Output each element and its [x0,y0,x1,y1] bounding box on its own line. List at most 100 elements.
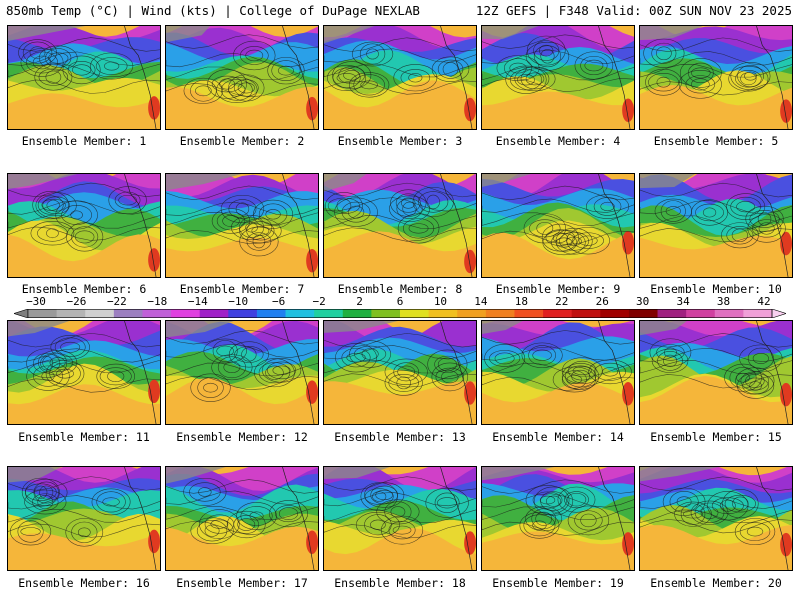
colorbar-segment [85,309,115,318]
colorbar-tick-label: −14 [187,295,208,308]
temperature-field [8,321,160,424]
temperature-field [324,321,476,424]
colorbar-tick-label: 22 [555,295,569,308]
temperature-field [8,174,160,277]
member-label: Ensemble Member: 16 [18,576,150,590]
temperature-field [8,26,160,129]
colorbar-segment [28,309,58,318]
colorbar-segment [514,309,544,318]
temperature-field [482,321,634,424]
member-label: Ensemble Member: 7 [179,282,305,296]
member-map-panel [323,320,477,425]
member-label: Ensemble Member: 19 [492,576,624,590]
temperature-field [166,467,318,570]
colorbar-segment [56,309,86,318]
colorbar-segment [600,309,630,318]
member-map-panel [323,466,477,571]
colorbar-tick-label: 30 [636,295,650,308]
member-map-panel [165,466,319,571]
member-map-panel [639,173,793,278]
colorbar-tick-label: 10 [433,295,448,308]
colorbar-segment [714,309,744,318]
colorbar-left-arrow [14,309,29,318]
temperature-field [482,467,634,570]
colorbar-tick-label: −18 [147,295,168,308]
member-map-panel [481,173,635,278]
colorbar-segment [543,309,573,318]
colorbar-segment [228,309,258,318]
member-label: Ensemble Member: 6 [21,282,147,296]
colorbar-tick-label: −26 [66,295,87,308]
colorbar-segment [628,309,659,318]
member-label: Ensemble Member: 15 [650,430,782,444]
member-map-panel [7,25,161,130]
colorbar-tick-label: −30 [26,295,46,308]
colorbar-right-arrow [771,309,786,318]
temperature-field [8,467,160,570]
colorbar-segment [342,309,372,318]
colorbar-tick-label: −22 [106,295,127,308]
temperature-field [166,174,318,277]
colorbar-segment [113,309,143,318]
member-map-panel [7,466,161,571]
member-map-panel [639,320,793,425]
temperature-field [482,26,634,129]
temperature-field [324,174,476,277]
member-map-panel [7,173,161,278]
colorbar-tick-label: 2 [356,295,363,308]
colorbar-segment [457,309,487,318]
colorbar-tick-label: 6 [396,295,404,308]
member-label: Ensemble Member: 11 [18,430,150,444]
member-label: Ensemble Member: 17 [176,576,308,590]
colorbar-graphic [14,309,786,318]
colorbar-segment [743,309,773,318]
member-map-panel [323,25,477,130]
member-map-panel [481,25,635,130]
colorbar-segment [428,309,458,318]
temperature-field [166,321,318,424]
member-label: Ensemble Member: 5 [653,134,779,148]
colorbar-tick-label: 42 [757,295,771,308]
member-map-panel [165,25,319,130]
member-label: Ensemble Member: 3 [337,134,463,148]
temperature-field [324,467,476,570]
colorbar-tick-label: 34 [676,295,690,308]
temperature-field [166,26,318,129]
member-map-panel [639,466,793,571]
map-title: 850mb Temp (°C) | Wind (kts) | College o… [6,3,420,18]
temperature-field [324,26,476,129]
colorbar-tick-label: 14 [474,295,488,308]
colorbar-segment [314,309,344,318]
temperature-field [640,174,792,277]
member-map-panel [165,173,319,278]
colorbar-segment [171,309,201,318]
colorbar-tick-label: 26 [595,295,609,308]
temperature-field [640,321,792,424]
colorbar-tick-label: −2 [312,295,326,308]
run-info: 12Z GEFS | F348 Valid: 00Z SUN NOV 23 20… [475,3,792,18]
colorbar-segment [485,309,515,318]
colorbar-segment [142,309,172,318]
colorbar-segment [400,309,430,318]
colorbar-segment [571,309,601,318]
colorbar-segment [686,309,716,318]
member-label: Ensemble Member: 8 [337,282,463,296]
colorbar-tick-label: 38 [716,295,731,308]
temperature-field [640,26,792,129]
colorbar-tick-label: 18 [514,295,528,308]
member-label: Ensemble Member: 20 [650,576,782,590]
colorbar-segment [199,309,229,318]
colorbar-segment [285,309,315,318]
member-label: Ensemble Member: 2 [179,134,305,148]
member-map-panel [323,173,477,278]
member-map-panel [481,320,635,425]
member-label: Ensemble Member: 1 [21,134,147,148]
colorbar-segment [256,309,287,318]
member-label: Ensemble Member: 14 [492,430,624,444]
member-label: Ensemble Member: 4 [495,134,621,148]
temperature-field [640,467,792,570]
temperature-colorbar [14,309,786,318]
header: 850mb Temp (°C) | Wind (kts) | College o… [0,0,800,22]
member-map-panel [639,25,793,130]
colorbar-tick-label: −10 [228,295,249,308]
